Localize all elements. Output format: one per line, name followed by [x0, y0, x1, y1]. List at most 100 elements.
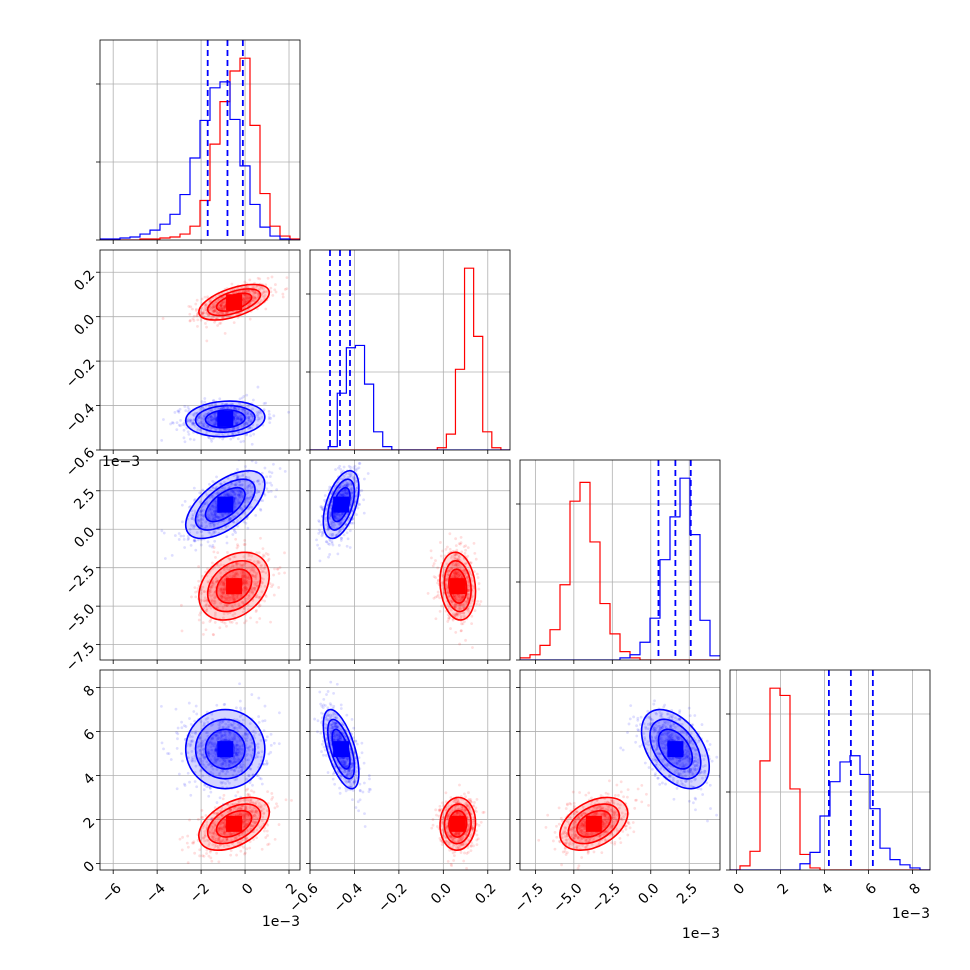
x-tick-label: 2	[775, 880, 793, 898]
x-tick-label: 4	[819, 880, 837, 898]
x-tick-label: 0.2	[472, 880, 499, 907]
x-tick-label: 6	[863, 880, 881, 898]
x-tick-label: 8	[907, 880, 925, 898]
density-contour	[576, 809, 612, 838]
density-peak	[226, 815, 243, 832]
histogram-red	[100, 57, 300, 240]
histogram-red	[730, 687, 930, 870]
panel-frame	[99, 39, 301, 241]
density-contour	[326, 478, 356, 531]
density-contour	[204, 486, 246, 523]
density-contour	[184, 469, 266, 540]
x-tick-label: −6	[99, 880, 125, 906]
y-tick-label: 2	[81, 814, 99, 832]
density-contour	[322, 469, 360, 540]
density-contour	[198, 551, 271, 621]
y-tick-label: 4	[81, 770, 99, 788]
density-contour	[204, 409, 246, 429]
y-tick-label: 8	[81, 683, 99, 701]
density-contour	[640, 708, 711, 790]
x-tick-label: −4	[143, 880, 169, 906]
density-peak	[667, 741, 684, 758]
x-tick-label: −2.5	[589, 880, 624, 915]
y-tick-label: 6	[81, 726, 99, 744]
density-contour	[184, 708, 266, 790]
density-contour	[439, 551, 477, 621]
density-contour	[443, 559, 472, 613]
panel-2-0: −7.5 −5.0−2.5 0.0 2.5	[63, 459, 301, 675]
x-offset-label: 1e−3	[262, 914, 300, 930]
density-contour	[649, 718, 702, 780]
x-tick-label: 0.0	[635, 880, 662, 907]
x-tick-label: −0.2	[375, 880, 410, 915]
y-tick-label: −0.6	[63, 445, 98, 480]
density-contour	[204, 728, 246, 770]
density-contour	[206, 803, 262, 845]
x-tick-label: −0.4	[331, 880, 366, 915]
density-peak	[333, 496, 350, 513]
panel-1-0: −0.6 −0.4 −0.2 0.0 0.2	[63, 249, 301, 480]
density-contour	[331, 728, 351, 770]
histogram-red	[520, 481, 720, 660]
density-contour	[215, 292, 253, 312]
density-contour	[443, 803, 472, 845]
density-peak	[226, 578, 243, 595]
y-tick-label: 2.5	[71, 486, 98, 513]
density-contour	[331, 486, 351, 523]
x-tick-label: 0.0	[428, 880, 455, 907]
y-tick-label: −7.5	[63, 640, 98, 675]
panel-frame	[309, 669, 511, 871]
panel-3-1: −0.6 −0.4 −0.2 0.0 0.2	[286, 669, 511, 916]
density-peak	[449, 578, 466, 595]
y-tick-label: 0.2	[71, 267, 98, 294]
y-tick-label: −0.2	[63, 356, 98, 391]
panel-frame	[519, 459, 721, 661]
density-peak	[217, 410, 234, 427]
x-offset-label: 1e−3	[682, 926, 720, 942]
density-contour	[215, 568, 253, 604]
x-offset-label: 1e−3	[892, 906, 930, 922]
sample-points	[179, 536, 287, 637]
histogram-blue	[310, 344, 510, 450]
density-peak	[217, 741, 234, 758]
density-peak	[585, 815, 602, 832]
x-tick-label: 2.5	[674, 880, 701, 907]
panel-frame	[99, 459, 301, 661]
panel-3-2: −7.5 −5.0 −2.5 0.0 2.5	[512, 669, 721, 916]
x-tick-label: −2	[187, 880, 213, 906]
panel-frame	[519, 669, 721, 871]
y-tick-label: 0	[81, 858, 99, 876]
histogram-red	[310, 267, 510, 450]
density-contour	[322, 708, 360, 790]
y-tick-label: −5.0	[63, 601, 98, 636]
density-contour	[448, 568, 468, 604]
y-tick-label: −2.5	[63, 563, 98, 598]
panel-0-0	[96, 39, 301, 244]
density-peak	[226, 294, 243, 311]
y-tick-label: −0.4	[63, 400, 98, 435]
density-contour	[206, 288, 262, 317]
panel-frame	[309, 459, 511, 661]
panel-3-3: 0 2 4 6 8	[726, 669, 931, 898]
density-contour	[194, 404, 256, 434]
density-contour	[184, 400, 266, 438]
x-tick-label: 0	[239, 880, 257, 898]
panel-2-1	[306, 459, 511, 664]
x-tick-label: 0	[731, 880, 749, 898]
density-contour	[326, 718, 356, 780]
y-tick-label: 0.0	[71, 312, 98, 339]
density-peak	[217, 496, 234, 513]
panel-2-2	[516, 459, 721, 664]
density-contour	[448, 809, 468, 838]
density-contour	[559, 796, 629, 852]
panel-frame	[99, 669, 301, 871]
density-peak	[333, 741, 350, 758]
density-contour	[198, 796, 271, 852]
density-contour	[206, 559, 262, 613]
histogram-blue	[730, 755, 930, 870]
density-contour	[657, 728, 694, 770]
x-tick-label: −5.0	[550, 880, 585, 915]
histogram-blue	[100, 81, 300, 240]
